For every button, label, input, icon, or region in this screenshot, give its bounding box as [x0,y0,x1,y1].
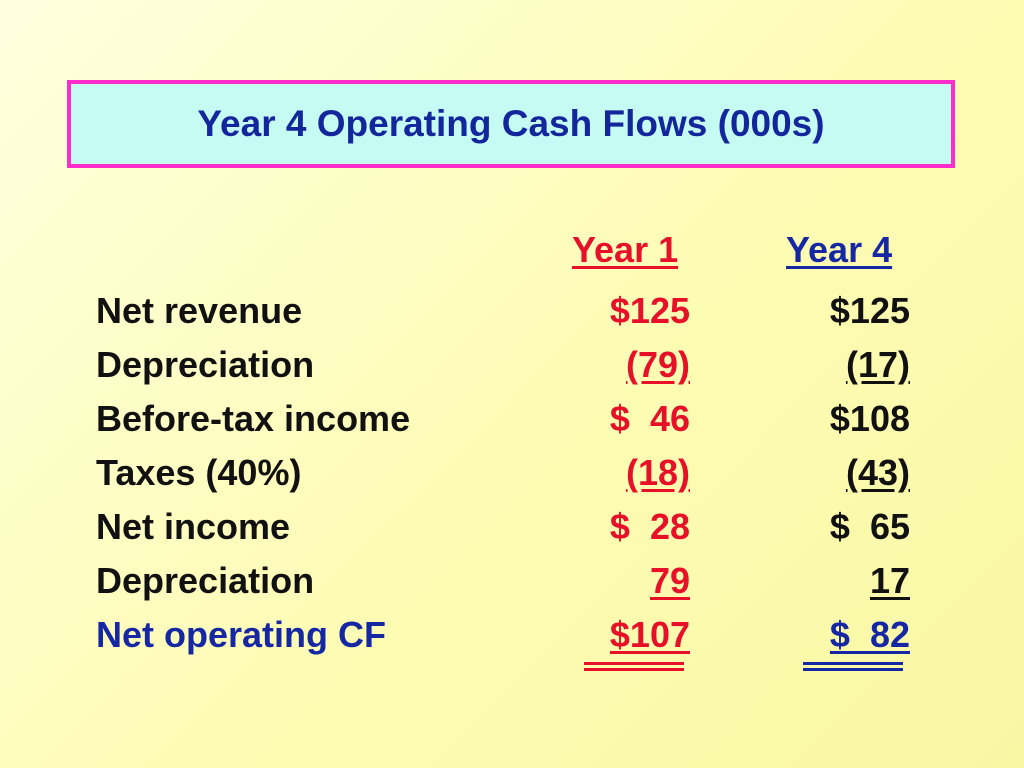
value-year1-net-operating-cf: $107 [609,614,690,655]
row-label-taxes: Taxes (40%) [96,452,302,493]
row-label-before-tax-income: Before-tax income [96,398,411,439]
value-year1-depreciation: (79) [625,344,690,385]
year4-total-double-underline-lower [803,668,903,671]
value-year1-depreciation-addback: 79 [649,560,690,601]
row-label-depreciation: Depreciation [96,344,315,385]
value-year4-net-revenue: $125 [829,290,910,331]
column-header-year-1: Year 1 [572,229,679,270]
slide-title: Year 4 Operating Cash Flows (000s) [197,103,825,144]
year1-total-double-underline [584,662,684,665]
value-year4-depreciation-addback: 17 [869,560,910,601]
value-year1-net-revenue: $125 [609,290,690,331]
value-year4-taxes: (43) [845,452,910,493]
value-year1-before-tax-income: $ 46 [609,398,690,439]
value-year1-net-income: $ 28 [609,506,690,547]
column-header-year-4: Year 4 [786,229,893,270]
value-year4-net-income: $ 65 [829,506,910,547]
row-label-net-income: Net income [96,506,291,547]
year1-total-double-underline-lower [584,668,684,671]
value-year4-before-tax-income: $108 [829,398,910,439]
row-label-net-revenue: Net revenue [96,290,303,331]
year4-total-double-underline [803,662,903,665]
value-year1-taxes: (18) [625,452,690,493]
value-year4-net-operating-cf: $ 82 [829,614,910,655]
row-label-depreciation-addback: Depreciation [96,560,315,601]
title-box: Year 4 Operating Cash Flows (000s) [67,80,955,168]
value-year4-depreciation: (17) [845,344,910,385]
row-label-net-operating-cf: Net operating CF [96,614,387,655]
